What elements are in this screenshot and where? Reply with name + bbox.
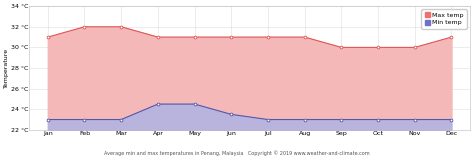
Legend: Max temp, Min temp: Max temp, Min temp [421, 9, 467, 29]
Text: Average min and max temperatures in Penang, Malaysia   Copyright © 2019 www.weat: Average min and max temperatures in Pena… [104, 150, 370, 156]
Y-axis label: Temperature: Temperature [4, 48, 9, 88]
